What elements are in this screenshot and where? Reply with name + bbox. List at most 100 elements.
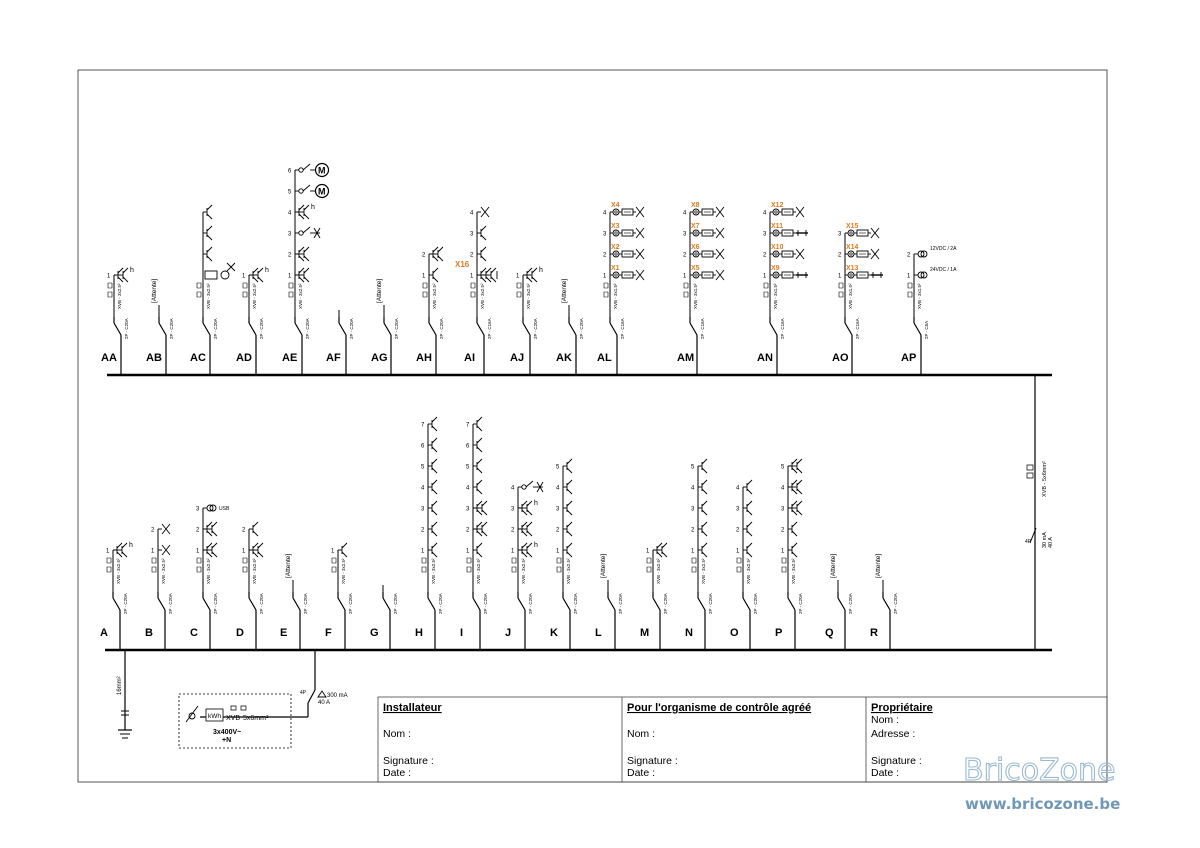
main-cable-size: 5x6mm²	[243, 715, 269, 722]
cable-marker	[242, 282, 248, 298]
socket-icon	[473, 479, 483, 495]
point-number: 2	[511, 528, 515, 534]
circuit-AD: AD 2P - C20A XVB - 3x2.5² 1 h	[236, 267, 269, 375]
dim-icon	[845, 248, 880, 260]
circuit-F: F 2P - C20A XVB - 3x2.5² 1	[325, 542, 353, 650]
point-number: 1	[196, 549, 200, 555]
owner-signature: Signature :	[871, 755, 922, 767]
breaker-rating: 2P - C20A	[124, 318, 129, 339]
cable-spec: XVB - 3x2.5²	[791, 558, 796, 584]
breaker-rating: 2P - C20A	[528, 593, 533, 614]
breaker-rating: 2P - C16A	[487, 318, 492, 339]
cable-marker	[907, 282, 913, 298]
cable-marker	[107, 282, 113, 298]
circuit-label: D	[236, 627, 244, 639]
socket2-icon	[473, 521, 488, 537]
point-number: 2	[196, 528, 200, 534]
socket-icon	[563, 479, 573, 495]
cable-marker	[151, 557, 157, 573]
point-number: 4	[691, 486, 695, 492]
kwh-label: kWh	[208, 713, 221, 720]
socket-icon	[563, 500, 573, 516]
svg-text:h: h	[539, 267, 543, 274]
drawing-frame	[77, 69, 1108, 783]
cable-marker	[196, 282, 202, 298]
point-number: 5	[288, 190, 292, 196]
point-number: 4	[470, 211, 474, 217]
point-number: 1	[288, 274, 292, 280]
cable-marker	[331, 557, 337, 573]
point-number: 1	[421, 549, 425, 555]
main-rating-text: 40 A	[318, 700, 330, 706]
point-number: 5	[691, 465, 695, 471]
cable-spec: XVB - 3x2.5²	[252, 558, 257, 584]
inspection-date: Date :	[627, 767, 655, 779]
point-number: 1	[691, 549, 695, 555]
supply-neutral: +N	[222, 737, 231, 744]
bottom-row-circuits: A 2P - C20A XVB - 3x2.5² 1 h B 2P - C20A XVB - …	[100, 416, 898, 650]
dim-icon	[610, 206, 645, 218]
point-number: 2	[466, 528, 470, 534]
cable-marker	[421, 557, 427, 573]
circuit-label: AK	[556, 352, 572, 364]
main-diff-text: 300 mA	[327, 693, 348, 699]
owner-address: Adresse :	[871, 728, 915, 740]
point-number: 4	[763, 211, 767, 217]
breaker-rating: 2P - C20A	[533, 318, 538, 339]
point-number: 1	[470, 274, 474, 280]
circuit-I: I 2P - C20A XVB - 3x2.5² 1 2 3 4 5 6 7	[460, 416, 488, 650]
breaker-rating: 2P - C20A	[305, 318, 310, 339]
cable-spec: XVB - 3x2.5²	[252, 283, 257, 309]
circuit-AK: AK 2P - C20A [Attente]	[556, 279, 584, 375]
circuit-label: AJ	[510, 352, 524, 364]
dim-icon	[610, 269, 645, 281]
point-number: 2	[556, 528, 560, 534]
point-tag: X12	[771, 202, 784, 209]
breaker-rating: 2P - C20A	[663, 593, 668, 614]
point-number: 1	[106, 549, 110, 555]
point-number: 1	[511, 549, 515, 555]
supply-voltage: 3x400V~	[213, 729, 241, 736]
cable-marker	[511, 557, 517, 573]
breaker-rating: 2P - C20A	[708, 593, 713, 614]
breaker-rating: 2P - C20A	[438, 593, 443, 614]
installer-date: Date :	[383, 767, 411, 779]
socket-h-icon: h	[523, 267, 543, 283]
point-number: 3	[421, 507, 425, 513]
circuit-AL: AL 2P - C16A XVB - 3x1.5² 1 X1 2 X2 3 X3 4 X4	[597, 202, 645, 375]
socket-icon	[473, 458, 483, 474]
circuit-N: N 2P - C20A XVB - 3x2.5² 1 2 3 4 5	[685, 458, 713, 650]
inspection-signature: Signature :	[627, 755, 678, 767]
installer-heading: Installateur	[383, 702, 442, 714]
point-tag: X15	[846, 223, 859, 230]
psu-icon	[914, 271, 928, 279]
breaker-rating: 2P - C20A	[213, 593, 218, 614]
dim-icon	[610, 248, 645, 260]
point-number: 1	[151, 549, 155, 555]
breaker-rating: 2P - C20A	[168, 593, 173, 614]
point-number: 2	[683, 253, 687, 259]
cable-spec: XVB - 3x2.5²	[526, 283, 531, 309]
riser-spec: XVB - 5x6mm²	[1042, 461, 1048, 497]
circuit-K: K 2P - C20A XVB - 3x2.5² 1 2 3 4 5	[550, 458, 578, 650]
socket-icon	[477, 225, 487, 241]
socket-icon	[429, 267, 439, 283]
cable-spec: XVB - 3x2.5²	[432, 283, 437, 309]
dim-icon	[690, 206, 725, 218]
circuit-O: O 2P - C20A XVB - 3x2.5² 1 2 3 4	[730, 479, 758, 650]
point-number: 1	[736, 549, 740, 555]
cable-spec: XVB - 3x2.5²	[298, 283, 303, 309]
point-number: 1	[683, 274, 687, 280]
point-number: 4	[466, 486, 470, 492]
switch-lamp-icon	[518, 480, 544, 493]
earth-group: 16mm²	[117, 650, 132, 739]
main-cable-type: XVB	[226, 715, 240, 722]
reserve-note: [Attente]	[151, 279, 158, 303]
point-number: 1	[331, 549, 335, 555]
circuit-label: AI	[464, 352, 475, 364]
dim-icon	[690, 269, 725, 281]
point-number: 3	[691, 507, 695, 513]
circuit-label: R	[870, 627, 878, 639]
circuit-label: G	[370, 627, 379, 639]
